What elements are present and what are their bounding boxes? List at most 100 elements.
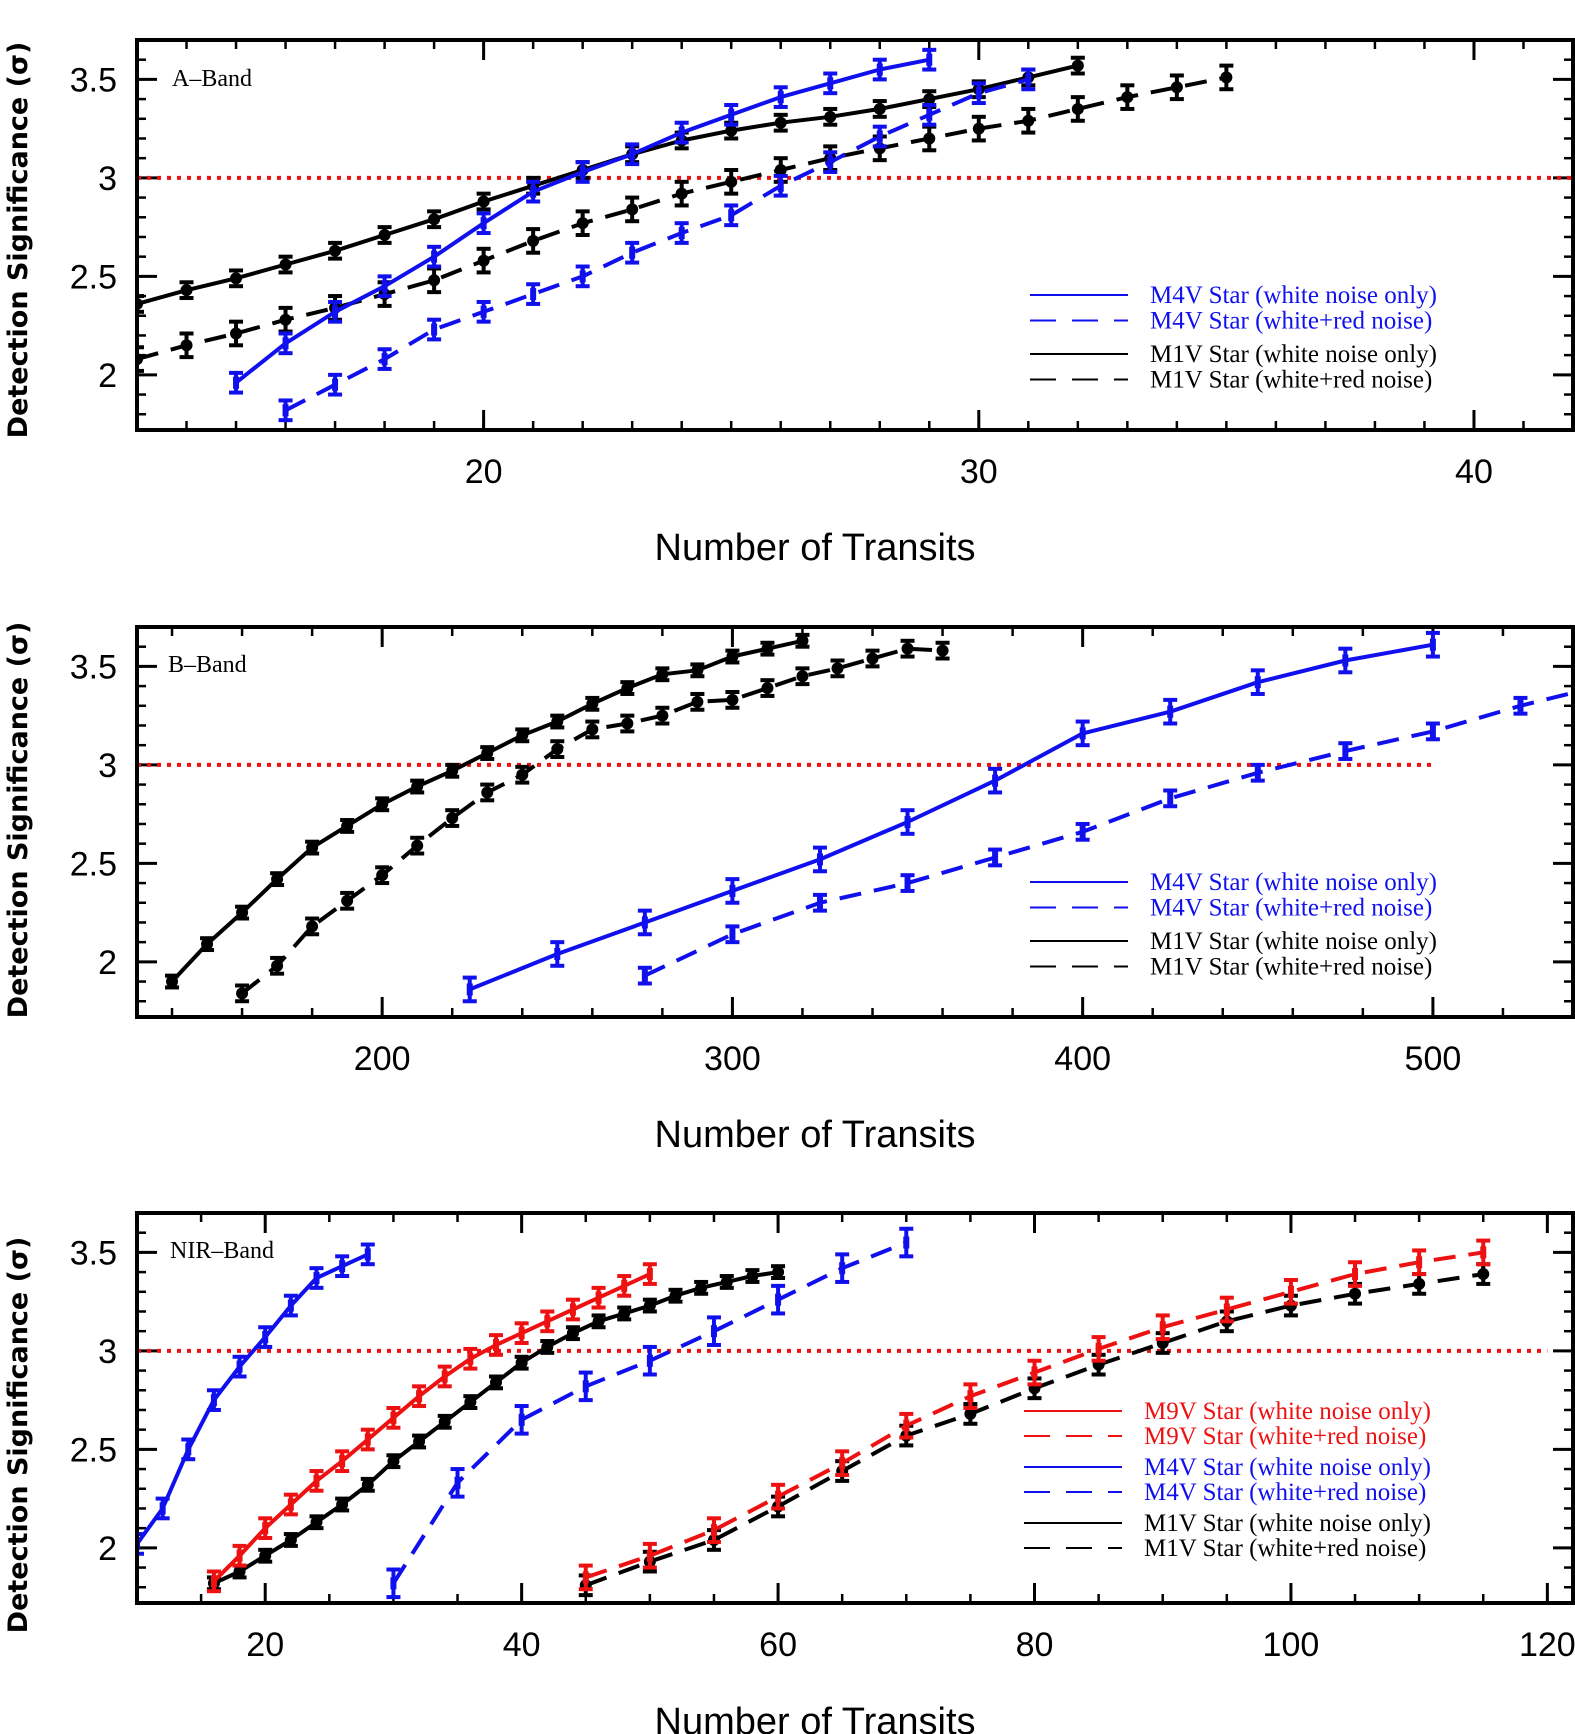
data-point: [390, 1577, 397, 1590]
data-point: [477, 195, 490, 208]
data-point: [569, 1303, 576, 1316]
data-point: [166, 975, 179, 988]
data-point: [201, 938, 214, 951]
data-point: [595, 1291, 602, 1304]
data-point: [728, 108, 735, 121]
data-point: [490, 1376, 502, 1389]
data-point: [271, 959, 284, 972]
data-point: [903, 1419, 910, 1432]
data-point: [1416, 1256, 1423, 1269]
x-tick-label: 20: [465, 453, 503, 491]
x-tick-label: 20: [246, 1626, 284, 1664]
data-point: [310, 1516, 323, 1529]
data-point: [621, 717, 634, 730]
data-point: [185, 1443, 192, 1456]
series-line-m4v-star-white-red-noise: [644, 690, 1573, 978]
data-point: [551, 715, 564, 728]
data-point: [329, 244, 342, 257]
data-point: [641, 969, 648, 982]
data-point: [646, 1354, 653, 1367]
data-point: [1342, 654, 1349, 667]
legend-entry: M1V Star (white+red noise): [1150, 367, 1432, 394]
data-point: [541, 1340, 554, 1353]
legend-entry: M4V Star (white+red noise): [1150, 308, 1432, 335]
data-point: [582, 1571, 589, 1584]
data-point: [725, 175, 738, 188]
data-point: [313, 1474, 320, 1487]
legend-entry: M1V Star (white noise only): [1150, 341, 1437, 368]
series-line-m1v-star-white-red-noise: [137, 75, 1227, 362]
data-point: [233, 376, 240, 389]
data-point: [726, 650, 739, 663]
data-point: [827, 77, 834, 90]
data-point: [1429, 725, 1436, 738]
legend-entry: M4V Star (white+red noise): [1144, 1479, 1426, 1506]
data-point: [361, 1478, 374, 1491]
chart-panel-nir-band: 20 40 60 80 100 120 2 2.5 3 3.5 NIR–Band M9V Star (…: [3, 1211, 1575, 1734]
data-point: [1159, 1321, 1166, 1334]
data-point: [992, 774, 999, 787]
data-point: [1477, 1268, 1490, 1281]
data-point: [873, 102, 886, 115]
data-point: [975, 87, 982, 100]
data-point: [271, 873, 284, 886]
chart-panel-a-band: 20 30 40 2 2.5 3 3.5 A–Band M4V Star (white nois…: [3, 38, 1575, 569]
data-point: [1342, 745, 1349, 758]
x-tick-label: 40: [1455, 453, 1493, 491]
data-point: [839, 1262, 846, 1275]
data-point: [669, 1289, 682, 1302]
data-point: [464, 1396, 477, 1409]
data-point: [481, 786, 494, 799]
data-point: [332, 305, 339, 318]
data-point: [866, 652, 879, 665]
data-point: [259, 1549, 272, 1562]
data-point: [827, 156, 834, 169]
data-point: [518, 1327, 525, 1340]
data-point: [378, 229, 391, 241]
band-label: B–Band: [168, 652, 247, 678]
data-point: [656, 709, 669, 722]
data-point: [777, 91, 784, 104]
legend-entry: M4V Star (white noise only): [1144, 1454, 1431, 1481]
data-point: [306, 920, 319, 933]
data-point: [364, 1433, 371, 1446]
data-point: [438, 1415, 451, 1428]
data-point: [411, 839, 424, 852]
series-group: [137, 47, 1234, 423]
data-point: [901, 642, 914, 655]
data-point: [1254, 676, 1261, 689]
data-point: [431, 250, 438, 263]
data-point: [992, 851, 999, 864]
x-tick-label: 100: [1263, 1626, 1320, 1664]
chart-panel-b-band: 200 300 400 500 2 2.5 3 3.5 B–Band M4V Star (whit…: [3, 622, 1575, 1156]
data-point: [592, 1315, 605, 1328]
data-point: [586, 697, 599, 710]
data-point: [210, 1575, 217, 1588]
x-tick-label: 500: [1405, 1040, 1462, 1078]
data-point: [746, 1270, 759, 1283]
x-tick-label: 120: [1519, 1626, 1575, 1664]
plot-frame: [135, 38, 1575, 432]
data-point: [466, 983, 473, 996]
band-label: NIR–Band: [170, 1238, 274, 1264]
data-point: [284, 1533, 297, 1546]
series-line-m4v-star-white-red-noise: [284, 77, 1029, 413]
data-point: [774, 116, 787, 129]
y-tick-label: 3.5: [70, 61, 117, 99]
data-point: [332, 378, 339, 391]
data-point: [691, 664, 704, 677]
series-line-m1v-star-white-noise-only: [170, 638, 803, 983]
data-point: [236, 1549, 243, 1562]
data-point: [728, 209, 735, 222]
legend-entry: M4V Star (white+red noise): [1150, 895, 1432, 922]
data-point: [413, 1435, 426, 1448]
data-point: [629, 148, 636, 161]
data-point: [1287, 1285, 1294, 1298]
data-point: [1022, 114, 1035, 127]
data-point: [339, 1455, 346, 1468]
data-point: [467, 1352, 474, 1365]
data-point: [516, 729, 529, 742]
data-point: [341, 819, 354, 832]
x-tick-label: 80: [1016, 1626, 1054, 1664]
